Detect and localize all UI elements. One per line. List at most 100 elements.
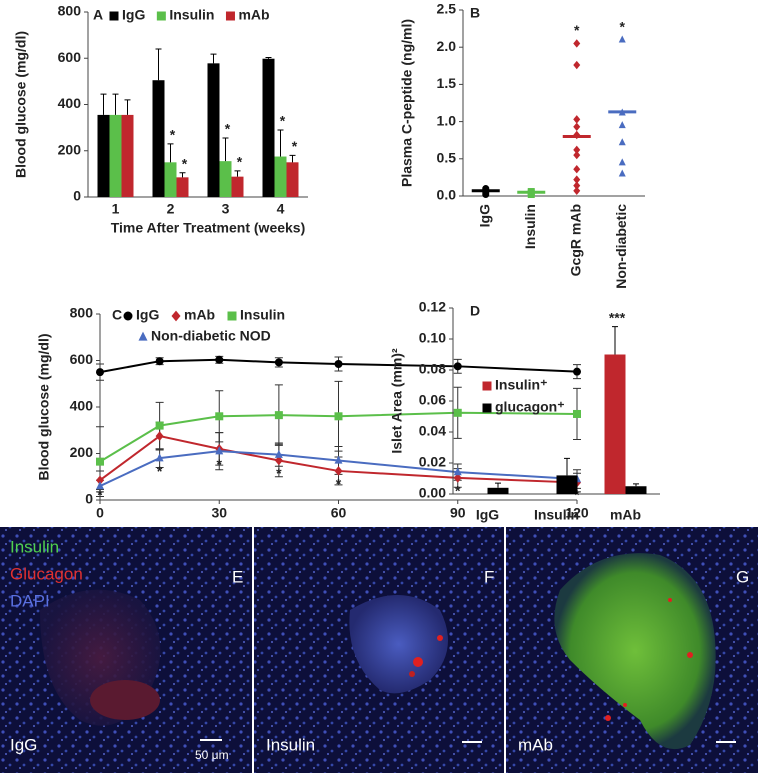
- x-tick-label: 60: [331, 505, 347, 521]
- y-axis-title: Blood glucose (mg/dl): [36, 334, 52, 481]
- panel-label: mAb: [518, 735, 553, 754]
- x-tick-label: 2: [167, 201, 175, 217]
- y-tick-label: 0: [85, 491, 93, 507]
- significance-mark: *: [217, 456, 223, 472]
- data-point: [573, 409, 581, 418]
- scale-label: 50 μm: [195, 748, 229, 762]
- micrograph-f: F Insulin: [254, 527, 504, 773]
- data-point: [155, 357, 164, 366]
- data-point: [215, 412, 224, 421]
- legend-marker: [123, 311, 133, 321]
- data-point: [573, 367, 581, 376]
- bar: [207, 63, 220, 198]
- data-point: [573, 186, 581, 195]
- panel-letter: A: [93, 7, 103, 23]
- data-point: [274, 358, 283, 367]
- legend-marker: [227, 311, 237, 321]
- x-tick-label: 120: [565, 505, 589, 521]
- stain-dapi: DAPI: [10, 591, 50, 610]
- x-tick-label: 4: [277, 201, 285, 217]
- error-bar: [495, 482, 501, 488]
- legend-marker: [482, 381, 492, 391]
- x-tick-label: Insulin: [534, 507, 579, 523]
- panel-letter: D: [470, 303, 480, 319]
- legend-label: Non-diabetic NOD: [151, 328, 271, 344]
- bar: [176, 177, 189, 197]
- panel-letter: G: [736, 567, 749, 586]
- legend-label: mAb: [184, 307, 215, 323]
- panel-letter: B: [470, 5, 480, 21]
- y-tick-label: 600: [58, 49, 82, 65]
- data-point: [334, 455, 343, 464]
- x-tick-label: 90: [450, 505, 466, 521]
- y-tick-label: 0.02: [419, 454, 446, 470]
- bar: [625, 486, 647, 494]
- error-bar: [179, 172, 186, 178]
- significance-mark: *: [157, 463, 163, 479]
- bar: [231, 176, 244, 197]
- y-tick-label: 2.0: [437, 38, 457, 54]
- error-bar: [289, 154, 296, 163]
- y-tick-label: 2.5: [437, 1, 457, 17]
- significance-mark: *: [620, 18, 626, 34]
- y-tick-label: 200: [70, 444, 94, 460]
- x-tick-label: IgG: [476, 507, 499, 523]
- bar: [109, 114, 122, 197]
- significance-mark: *: [574, 487, 580, 503]
- bar: [164, 162, 177, 197]
- significance-mark: *: [574, 22, 580, 38]
- bar: [556, 475, 578, 494]
- data-point: [573, 122, 581, 132]
- x-tick-label: 1: [112, 201, 120, 217]
- error-bar: [210, 53, 217, 64]
- data-point: [155, 421, 164, 430]
- data-point: [274, 449, 283, 458]
- bar: [286, 162, 299, 197]
- error-bar: [612, 326, 618, 355]
- y-tick-label: 0.06: [419, 392, 446, 408]
- x-tick-label: mAb: [610, 507, 641, 523]
- data-point: [96, 481, 104, 490]
- data-point: [573, 175, 581, 184]
- legend-label: Insulin: [169, 7, 214, 23]
- y-tick-label: 600: [70, 351, 94, 367]
- legend-marker: [225, 11, 235, 21]
- legend-marker: [156, 11, 166, 21]
- y-tick-label: 400: [70, 398, 94, 414]
- bar: [604, 354, 626, 494]
- y-axis-title: Islet Area (mm)²: [389, 348, 405, 454]
- data-point: [573, 39, 581, 48]
- significance-mark: *: [276, 465, 282, 481]
- significance-mark: *: [182, 155, 188, 171]
- x-tick-label: IgG: [476, 204, 492, 227]
- x-tick-label: 3: [222, 201, 230, 217]
- data-point: [573, 181, 581, 190]
- significance-mark: *: [97, 487, 103, 503]
- error-bar: [167, 143, 174, 163]
- data-point: [155, 431, 164, 441]
- error-bar: [234, 170, 241, 177]
- data-point: [482, 191, 490, 199]
- x-tick-label: Non-diabetic: [613, 204, 629, 289]
- bar: [274, 156, 287, 197]
- error-bar: [277, 129, 284, 157]
- significance-mark: *: [292, 138, 298, 154]
- y-tick-label: 1.5: [437, 75, 457, 91]
- x-tick-label: Insulin: [522, 204, 538, 249]
- y-tick-label: 1.0: [437, 112, 457, 128]
- significance-mark: *: [280, 113, 286, 129]
- bar: [219, 161, 232, 197]
- data-point: [573, 60, 581, 70]
- legend-marker: [171, 310, 181, 322]
- x-tick-label: 0: [96, 505, 104, 521]
- data-point: [573, 165, 581, 174]
- data-point: [573, 145, 581, 155]
- error-bar: [265, 57, 272, 59]
- significance-mark: *: [237, 154, 243, 170]
- error-bar: [222, 137, 229, 162]
- stain-glucagon: Glucagon: [10, 564, 83, 583]
- significance-mark: *: [170, 127, 176, 143]
- stain-insulin: Insulin: [10, 537, 59, 556]
- y-tick-label: 0: [73, 188, 81, 204]
